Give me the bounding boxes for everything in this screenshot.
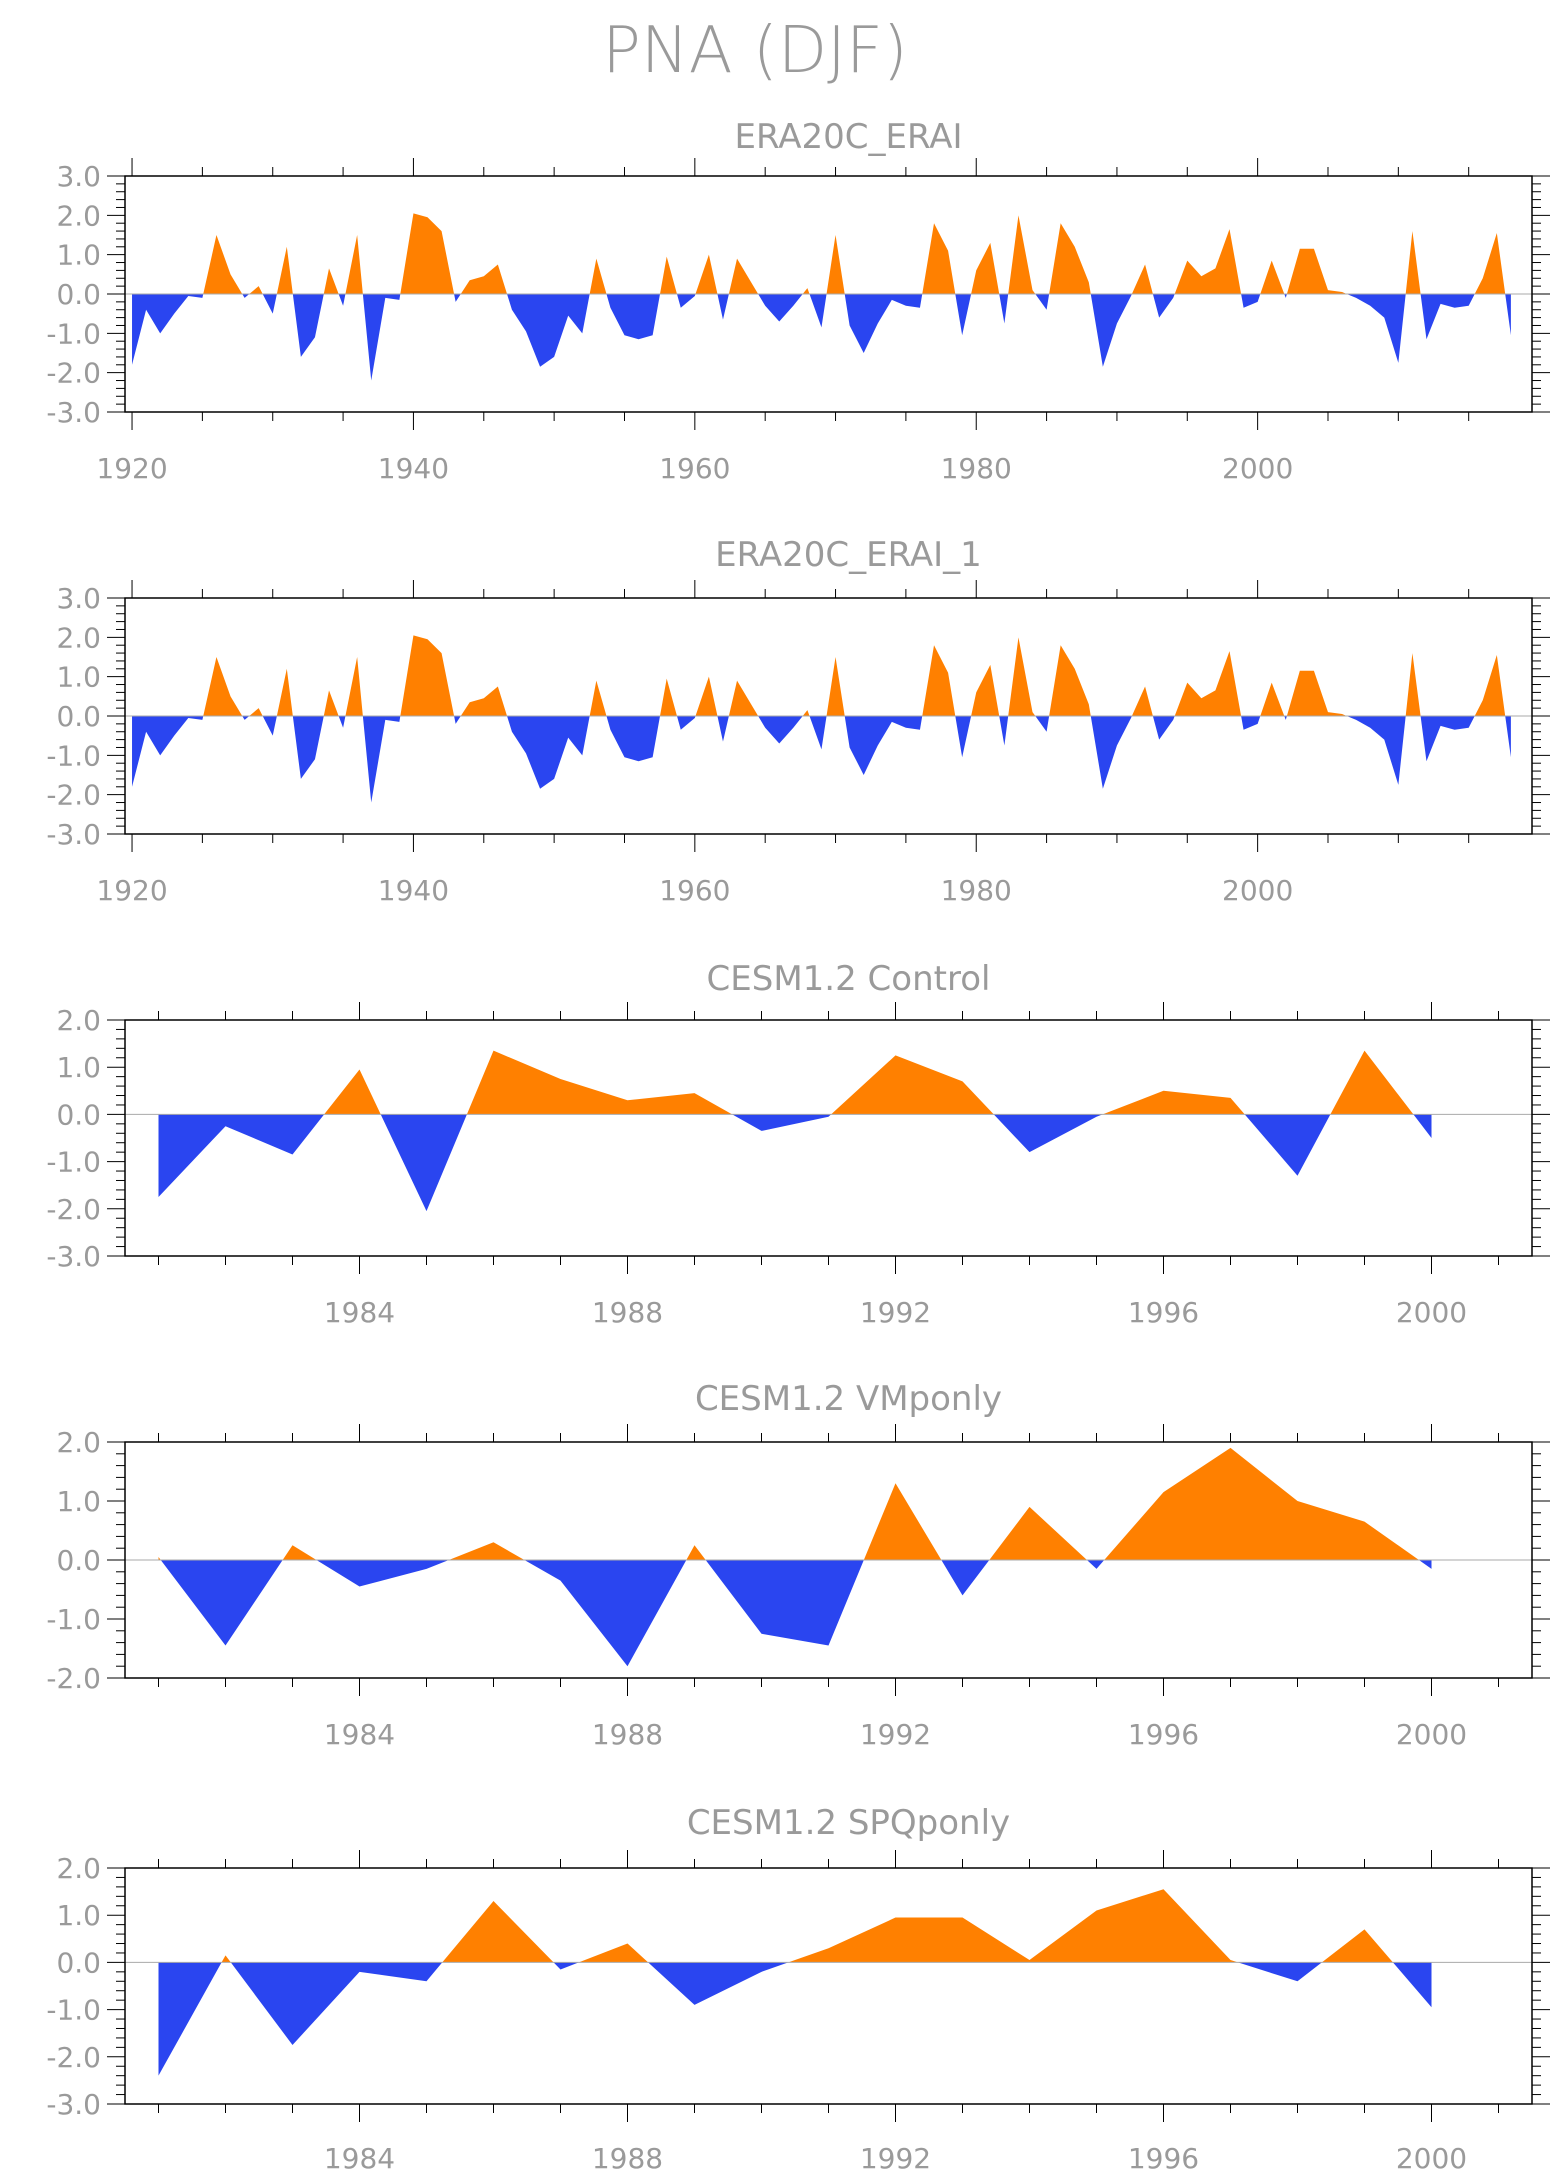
y-tick-label: 3.0 xyxy=(56,160,101,193)
y-tick-label: 1.0 xyxy=(56,1051,101,1084)
x-tick-label: 1996 xyxy=(1128,2142,1199,2172)
y-tick-label: -2.0 xyxy=(46,1193,101,1226)
negative-area xyxy=(158,1560,1432,1667)
x-tick-label: 1988 xyxy=(592,1718,663,1751)
negative-area xyxy=(132,716,1511,803)
positive-area xyxy=(132,635,1511,716)
chart-title: ERA20C_ERAI_1 xyxy=(715,535,982,575)
chart-title: CESM1.2 SPQponly xyxy=(687,1803,1010,1843)
y-tick-label: -2.0 xyxy=(46,779,101,812)
x-tick-label: 1980 xyxy=(941,874,1012,907)
panels: ERA20C_ERAI -3.0 -2.0 -1.0 0.0 1.0 2.0 3.0 1920 1… xyxy=(46,117,1550,2172)
y-tick-label: -3.0 xyxy=(46,396,101,429)
y-tick-label: 1.0 xyxy=(56,1899,101,1932)
x-tick-label: 2000 xyxy=(1222,874,1293,907)
y-tick-label: -3.0 xyxy=(46,2088,101,2121)
chart-panel: CESM1.2 Control -3.0 -2.0 -1.0 0.0 1.0 2.0 1984… xyxy=(46,959,1550,1329)
plot-frame xyxy=(124,1019,1533,1257)
positive-area xyxy=(158,1889,1432,1963)
positive-area xyxy=(158,1050,1432,1115)
y-tick-label: 0.0 xyxy=(56,1946,101,1979)
x-tick-label: 1996 xyxy=(1128,1718,1199,1751)
chart-panel: ERA20C_ERAI -3.0 -2.0 -1.0 0.0 1.0 2.0 3.0 1920 1… xyxy=(46,117,1550,485)
y-tick-label: -3.0 xyxy=(46,818,101,851)
y-tick-label: 0.0 xyxy=(56,278,101,311)
y-tick-label: 1.0 xyxy=(56,239,101,272)
x-tick-label: 1984 xyxy=(324,1296,395,1329)
x-tick-label: 1992 xyxy=(860,1718,931,1751)
y-tick-label: -1.0 xyxy=(46,317,101,350)
x-tick-label: 2000 xyxy=(1396,2142,1467,2172)
x-tick-label: 1960 xyxy=(659,452,730,485)
x-tick-label: 1980 xyxy=(941,452,1012,485)
y-tick-label: 0.0 xyxy=(56,1098,101,1131)
x-tick-label: 2000 xyxy=(1222,452,1293,485)
y-tick-label: -3.0 xyxy=(46,1240,101,1273)
negative-area xyxy=(158,1962,1432,2076)
y-tick-label: 0.0 xyxy=(56,700,101,733)
positive-area xyxy=(132,213,1511,294)
y-tick-label: 2.0 xyxy=(56,1852,101,1885)
x-tick-label: 1960 xyxy=(659,874,730,907)
y-tick-label: 2.0 xyxy=(56,1004,101,1037)
chart-panel: ERA20C_ERAI_1 -3.0 -2.0 -1.0 0.0 1.0 2.0 3.0 192… xyxy=(46,535,1550,907)
y-tick-label: 2.0 xyxy=(56,199,101,232)
chart-title: ERA20C_ERAI xyxy=(734,117,962,157)
x-tick-label: 2000 xyxy=(1396,1296,1467,1329)
y-tick-label: 1.0 xyxy=(56,1485,101,1518)
x-tick-label: 1992 xyxy=(860,1296,931,1329)
chart-panel: CESM1.2 SPQponly -3.0 -2.0 -1.0 0.0 1.0 2.0 198… xyxy=(46,1803,1550,2172)
y-tick-label: -1.0 xyxy=(46,1146,101,1179)
y-tick-label: -1.0 xyxy=(46,1994,101,2027)
x-tick-label: 1988 xyxy=(592,2142,663,2172)
x-tick-label: 1984 xyxy=(324,1718,395,1751)
x-tick-label: 1996 xyxy=(1128,1296,1199,1329)
x-tick-label: 1984 xyxy=(324,2142,395,2172)
y-tick-label: -2.0 xyxy=(46,357,101,390)
negative-area xyxy=(132,294,1511,381)
x-tick-label: 1992 xyxy=(860,2142,931,2172)
y-tick-label: -2.0 xyxy=(46,2041,101,2074)
chart-title: CESM1.2 Control xyxy=(707,959,991,999)
positive-area xyxy=(158,1447,1432,1560)
chart-title: CESM1.2 VMponly xyxy=(695,1379,1002,1419)
x-tick-label: 1988 xyxy=(592,1296,663,1329)
negative-area xyxy=(158,1114,1432,1212)
y-tick-label: -1.0 xyxy=(46,1603,101,1636)
x-tick-label: 1940 xyxy=(378,874,449,907)
y-tick-label: 0.0 xyxy=(56,1544,101,1577)
y-tick-label: 3.0 xyxy=(56,582,101,615)
y-tick-label: 2.0 xyxy=(56,621,101,654)
x-tick-label: 1940 xyxy=(378,452,449,485)
chart-panel: CESM1.2 VMponly -2.0 -1.0 0.0 1.0 2.0 1984 1988… xyxy=(46,1379,1550,1751)
x-tick-label: 1920 xyxy=(96,874,167,907)
x-tick-label: 2000 xyxy=(1396,1718,1467,1751)
y-tick-label: -1.0 xyxy=(46,739,101,772)
page-title: PNA (DJF) xyxy=(602,14,908,88)
y-tick-label: 1.0 xyxy=(56,661,101,694)
y-tick-label: -2.0 xyxy=(46,1662,101,1695)
y-tick-label: 2.0 xyxy=(56,1426,101,1459)
x-tick-label: 1920 xyxy=(96,452,167,485)
